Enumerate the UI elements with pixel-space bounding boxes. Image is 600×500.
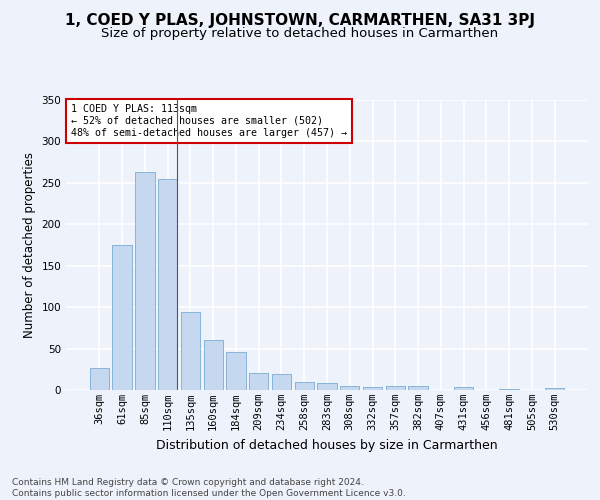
Bar xyxy=(295,382,314,390)
Text: Size of property relative to detached houses in Carmarthen: Size of property relative to detached ho… xyxy=(101,28,499,40)
Bar xyxy=(90,368,109,390)
Bar xyxy=(249,374,268,390)
Bar xyxy=(317,384,337,390)
Bar xyxy=(409,386,428,390)
Y-axis label: Number of detached properties: Number of detached properties xyxy=(23,152,36,338)
Bar xyxy=(454,386,473,390)
Text: Contains HM Land Registry data © Crown copyright and database right 2024.
Contai: Contains HM Land Registry data © Crown c… xyxy=(12,478,406,498)
Bar xyxy=(499,389,519,390)
Bar xyxy=(363,386,382,390)
Text: 1, COED Y PLAS, JOHNSTOWN, CARMARTHEN, SA31 3PJ: 1, COED Y PLAS, JOHNSTOWN, CARMARTHEN, S… xyxy=(65,12,535,28)
Bar xyxy=(386,386,405,390)
Text: 1 COED Y PLAS: 113sqm
← 52% of detached houses are smaller (502)
48% of semi-det: 1 COED Y PLAS: 113sqm ← 52% of detached … xyxy=(71,104,347,138)
Bar xyxy=(340,386,359,390)
Bar xyxy=(545,388,564,390)
Bar xyxy=(226,352,245,390)
Bar xyxy=(203,340,223,390)
Bar xyxy=(112,245,132,390)
Bar xyxy=(135,172,155,390)
Bar xyxy=(272,374,291,390)
X-axis label: Distribution of detached houses by size in Carmarthen: Distribution of detached houses by size … xyxy=(156,438,498,452)
Bar xyxy=(158,178,178,390)
Bar xyxy=(181,312,200,390)
